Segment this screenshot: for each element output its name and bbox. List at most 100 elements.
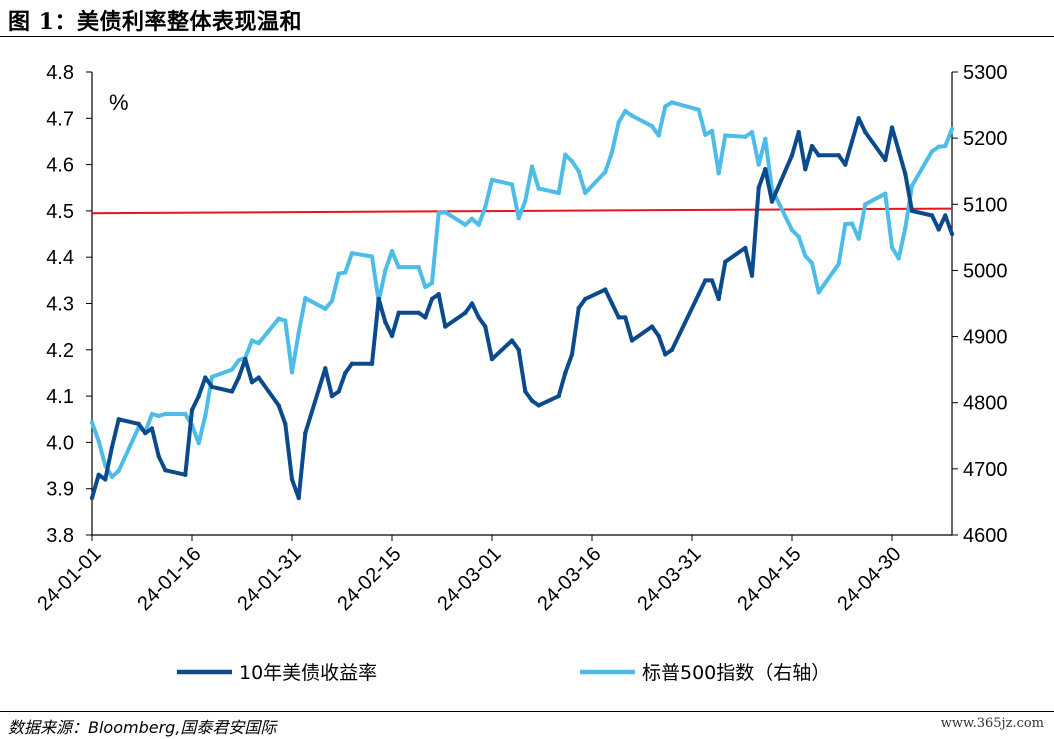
yield-point — [149, 426, 155, 431]
sp500-point — [203, 413, 208, 419]
sp500-point — [423, 284, 428, 290]
left-tick-label: 4.0 — [46, 432, 74, 454]
yield-point — [383, 319, 388, 325]
series-line-sp500 — [90, 100, 954, 479]
yield-point — [336, 389, 341, 394]
yield-point — [656, 333, 661, 339]
yield-point — [429, 296, 435, 302]
yield-point — [323, 366, 328, 371]
sp500-point — [909, 183, 915, 188]
yield-point — [469, 301, 475, 306]
yield-point — [556, 393, 561, 399]
sp500-point — [389, 249, 395, 254]
sp500-point — [463, 222, 468, 227]
sp500-point — [296, 330, 301, 335]
sp500-point — [469, 216, 475, 221]
left-tick-label: 4.3 — [46, 294, 74, 316]
axes-layer: 3.8 3.9 4.0 4.1 4.2 4.3 4.4 4.5 4.6 4.7 4.8 4600 470… — [33, 62, 1007, 615]
yield-point — [709, 278, 715, 283]
right-tick-label: 4700 — [963, 459, 1008, 481]
yield-point — [489, 356, 495, 362]
yield-point — [96, 472, 101, 477]
sp500-point — [509, 182, 515, 187]
sp500-point — [609, 149, 615, 155]
yield-point — [349, 361, 355, 366]
sp500-point — [763, 136, 768, 141]
yield-point — [389, 333, 395, 339]
x-tick-label: 24-04-30 — [833, 543, 905, 615]
sp500-point — [516, 216, 521, 221]
sp500-point — [289, 370, 295, 375]
yield-point — [283, 421, 288, 427]
sp500-point — [156, 413, 161, 419]
x-tick-label: 24-01-31 — [233, 543, 305, 615]
yield-point — [909, 208, 915, 214]
right-tick-label: 4800 — [963, 393, 1008, 415]
sp500-point — [669, 100, 675, 105]
sp500-point — [569, 159, 575, 164]
yield-point — [136, 421, 141, 427]
sp500-point — [583, 190, 588, 196]
sp500-point — [383, 268, 388, 273]
sp500-point — [396, 264, 401, 270]
sp500-point — [209, 374, 215, 380]
sp500-point — [576, 169, 581, 174]
sp500-point — [236, 358, 241, 363]
yield-point — [756, 185, 761, 190]
sp500-point — [529, 164, 535, 169]
sp500-point — [523, 198, 528, 204]
sp500-point — [303, 296, 308, 301]
sp500-point — [663, 104, 668, 109]
x-tick-label: 24-02-15 — [333, 543, 405, 615]
sp500-point — [816, 290, 821, 295]
left-tick-label: 4.5 — [46, 201, 74, 223]
sp500-point — [249, 338, 255, 343]
sp500-point — [696, 107, 701, 112]
sp500-point — [836, 261, 841, 266]
sp500-point — [229, 367, 235, 372]
x-tick-label: 24-03-16 — [533, 543, 605, 615]
yield-point — [663, 352, 668, 357]
sp500-point — [896, 256, 901, 261]
yield-point — [116, 417, 121, 422]
sp500-point — [536, 186, 541, 191]
yield-point — [209, 384, 215, 389]
sp500-point — [603, 169, 608, 175]
sp500-point — [709, 128, 715, 134]
yield-point — [903, 171, 908, 177]
yield-point — [803, 167, 808, 172]
series-line-yield — [90, 116, 954, 500]
x-tick-label: 24-03-31 — [633, 543, 705, 615]
yield-point — [163, 468, 168, 473]
sp500-point — [416, 264, 421, 270]
sp500-point — [629, 113, 635, 118]
source-note: 数据来源：Bloomberg,国泰君安国际 — [8, 718, 277, 737]
sp500-point — [649, 124, 655, 129]
right-tick-label: 5100 — [963, 194, 1008, 216]
sp500-point — [703, 132, 708, 137]
sp500-point — [349, 251, 355, 256]
sp500-point — [256, 341, 261, 346]
yield-point — [189, 407, 195, 413]
sp500-point — [929, 149, 935, 154]
sp500-point — [749, 130, 755, 135]
sp500-point — [789, 227, 795, 233]
yield-point — [849, 139, 855, 144]
left-tick-label: 4.1 — [46, 386, 74, 408]
sp500-point — [369, 254, 375, 259]
yield-point — [889, 125, 895, 130]
yield-point — [423, 315, 428, 320]
yield-point — [536, 403, 541, 408]
sp500-point — [183, 411, 188, 417]
yield-point — [276, 403, 281, 408]
sp500-point — [889, 245, 895, 250]
legend-label: 10年美债收益率 — [239, 662, 377, 684]
left-tick-label: 3.8 — [46, 525, 74, 547]
sp500-point — [856, 236, 861, 241]
sp500-point — [843, 221, 848, 227]
yield-point — [616, 315, 621, 320]
yield-point — [303, 430, 308, 436]
yield-point — [623, 315, 628, 320]
series-layer — [89, 100, 955, 501]
yield-point — [949, 231, 955, 237]
